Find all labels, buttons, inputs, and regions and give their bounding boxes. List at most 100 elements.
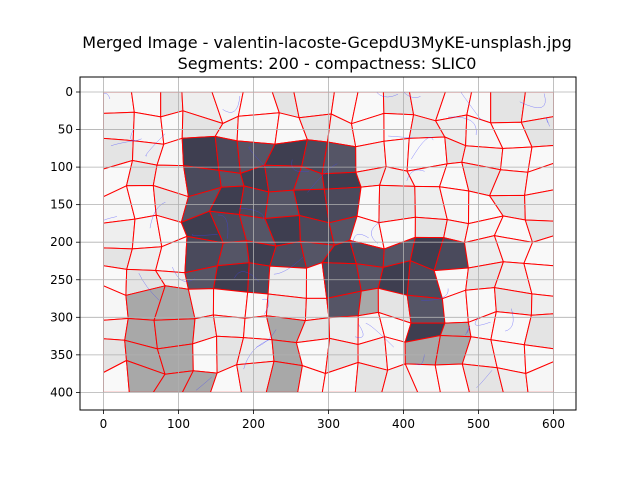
superpixel-segment — [212, 314, 246, 339]
contour-line — [222, 96, 241, 113]
superpixel-segment — [523, 313, 554, 350]
contour-line — [248, 146, 266, 168]
superpixel-segment — [103, 360, 130, 393]
superpixel-segment — [236, 112, 280, 145]
contour-line — [191, 233, 218, 236]
superpixel-segment — [103, 218, 136, 250]
y-tick-label: 350 — [50, 348, 73, 362]
contour-line — [406, 169, 425, 181]
x-axis: 0 100 200 300 400 500 600 — [100, 410, 565, 431]
y-tick-label: 150 — [50, 198, 73, 212]
contour-line — [476, 370, 493, 388]
contour-line — [403, 92, 421, 98]
y-tick-label: 0 — [65, 85, 73, 99]
superpixel-segment — [126, 360, 166, 393]
contour-line — [103, 216, 118, 228]
superpixel-segment — [212, 288, 249, 319]
superpixel-segment — [236, 360, 275, 393]
superpixel-segment — [267, 265, 307, 299]
contour-line — [110, 140, 136, 147]
superpixel-segment — [321, 362, 359, 393]
x-tick-label: 300 — [317, 417, 340, 431]
superpixel-segment — [500, 146, 533, 173]
y-tick-label: 250 — [50, 273, 73, 287]
contour-line — [307, 163, 338, 193]
contour-line — [460, 92, 483, 121]
y-tick-label: 50 — [58, 123, 73, 137]
superpixel-segment — [357, 287, 379, 317]
contour-line — [415, 353, 425, 366]
x-tick-label: 0 — [100, 417, 108, 431]
superpixel-segment — [321, 171, 362, 190]
contour-line — [421, 288, 449, 301]
superpixel-segment — [406, 294, 446, 324]
chart-subtitle: Segments: 200 - compactness: SLIC0 — [178, 54, 477, 73]
contour-line — [273, 256, 304, 275]
contour-line — [545, 117, 550, 127]
superpixel-segment — [378, 184, 416, 224]
chart-title: Merged Image - valentin-lacoste-GcepdU3M… — [82, 33, 571, 52]
superpixel-segment — [213, 262, 250, 293]
contour-line — [234, 271, 259, 282]
superpixel-segment — [210, 364, 242, 393]
x-tick-label: 600 — [542, 417, 565, 431]
superpixel-segment — [414, 216, 448, 239]
contour-line — [145, 133, 166, 157]
y-tick-label: 400 — [50, 385, 73, 399]
superpixel-segment — [354, 362, 389, 393]
superpixel-segment — [297, 365, 326, 393]
superpixel-segment — [181, 370, 218, 393]
contour-line — [138, 272, 160, 301]
x-tick-label: 200 — [242, 417, 265, 431]
contour-line — [371, 221, 381, 244]
y-axis: 0 50 100 150 200 250 300 350 400 — [50, 85, 80, 399]
superpixel-segment — [244, 291, 269, 319]
superpixel-segment — [523, 235, 554, 267]
superpixel-segment — [383, 137, 410, 172]
superpixel-segment — [152, 370, 194, 393]
superpixel-segment — [524, 219, 554, 243]
superpixel-segment — [236, 337, 275, 366]
superpixel-segment — [439, 321, 472, 338]
segmented-image — [103, 92, 554, 393]
contour-line — [388, 135, 413, 139]
superpixel-segment — [530, 293, 554, 316]
superpixel-segment — [238, 185, 270, 219]
superpixel-segment — [103, 318, 129, 341]
contour-line — [448, 116, 477, 136]
superpixel-segment — [247, 262, 271, 295]
contour-line — [291, 159, 310, 172]
superpixel-segment — [321, 141, 357, 175]
contour-line — [375, 92, 399, 98]
superpixel-segment — [520, 116, 554, 148]
superpixel-segment — [461, 363, 504, 393]
axes-frame — [79, 76, 577, 411]
superpixel-segment — [404, 363, 441, 393]
contour-line — [262, 298, 270, 315]
contour-line — [195, 376, 212, 391]
contour-line — [352, 233, 369, 247]
superpixel-segment — [496, 367, 529, 393]
contour-line — [217, 214, 229, 239]
y-tick-label: 200 — [50, 235, 73, 249]
contour-line — [239, 207, 264, 220]
superpixel-segment — [381, 363, 419, 393]
y-tick-label: 100 — [50, 160, 73, 174]
superpixel-segment — [524, 189, 554, 222]
superpixel-segment — [103, 111, 135, 142]
contour-line — [505, 308, 514, 332]
contour-line — [130, 129, 142, 142]
contour-line — [354, 324, 364, 338]
superpixel-segment — [490, 92, 526, 124]
superpixel-segment — [132, 111, 165, 145]
contour-line — [149, 201, 166, 229]
superpixel-segment — [524, 162, 554, 196]
superpixel-segment — [523, 344, 554, 374]
superpixel-segment — [434, 363, 470, 393]
superpixel-segment — [382, 92, 415, 116]
grid — [80, 77, 576, 410]
superpixel-segment — [265, 360, 303, 393]
superpixel-segment — [525, 361, 554, 393]
contour-line — [474, 316, 491, 326]
